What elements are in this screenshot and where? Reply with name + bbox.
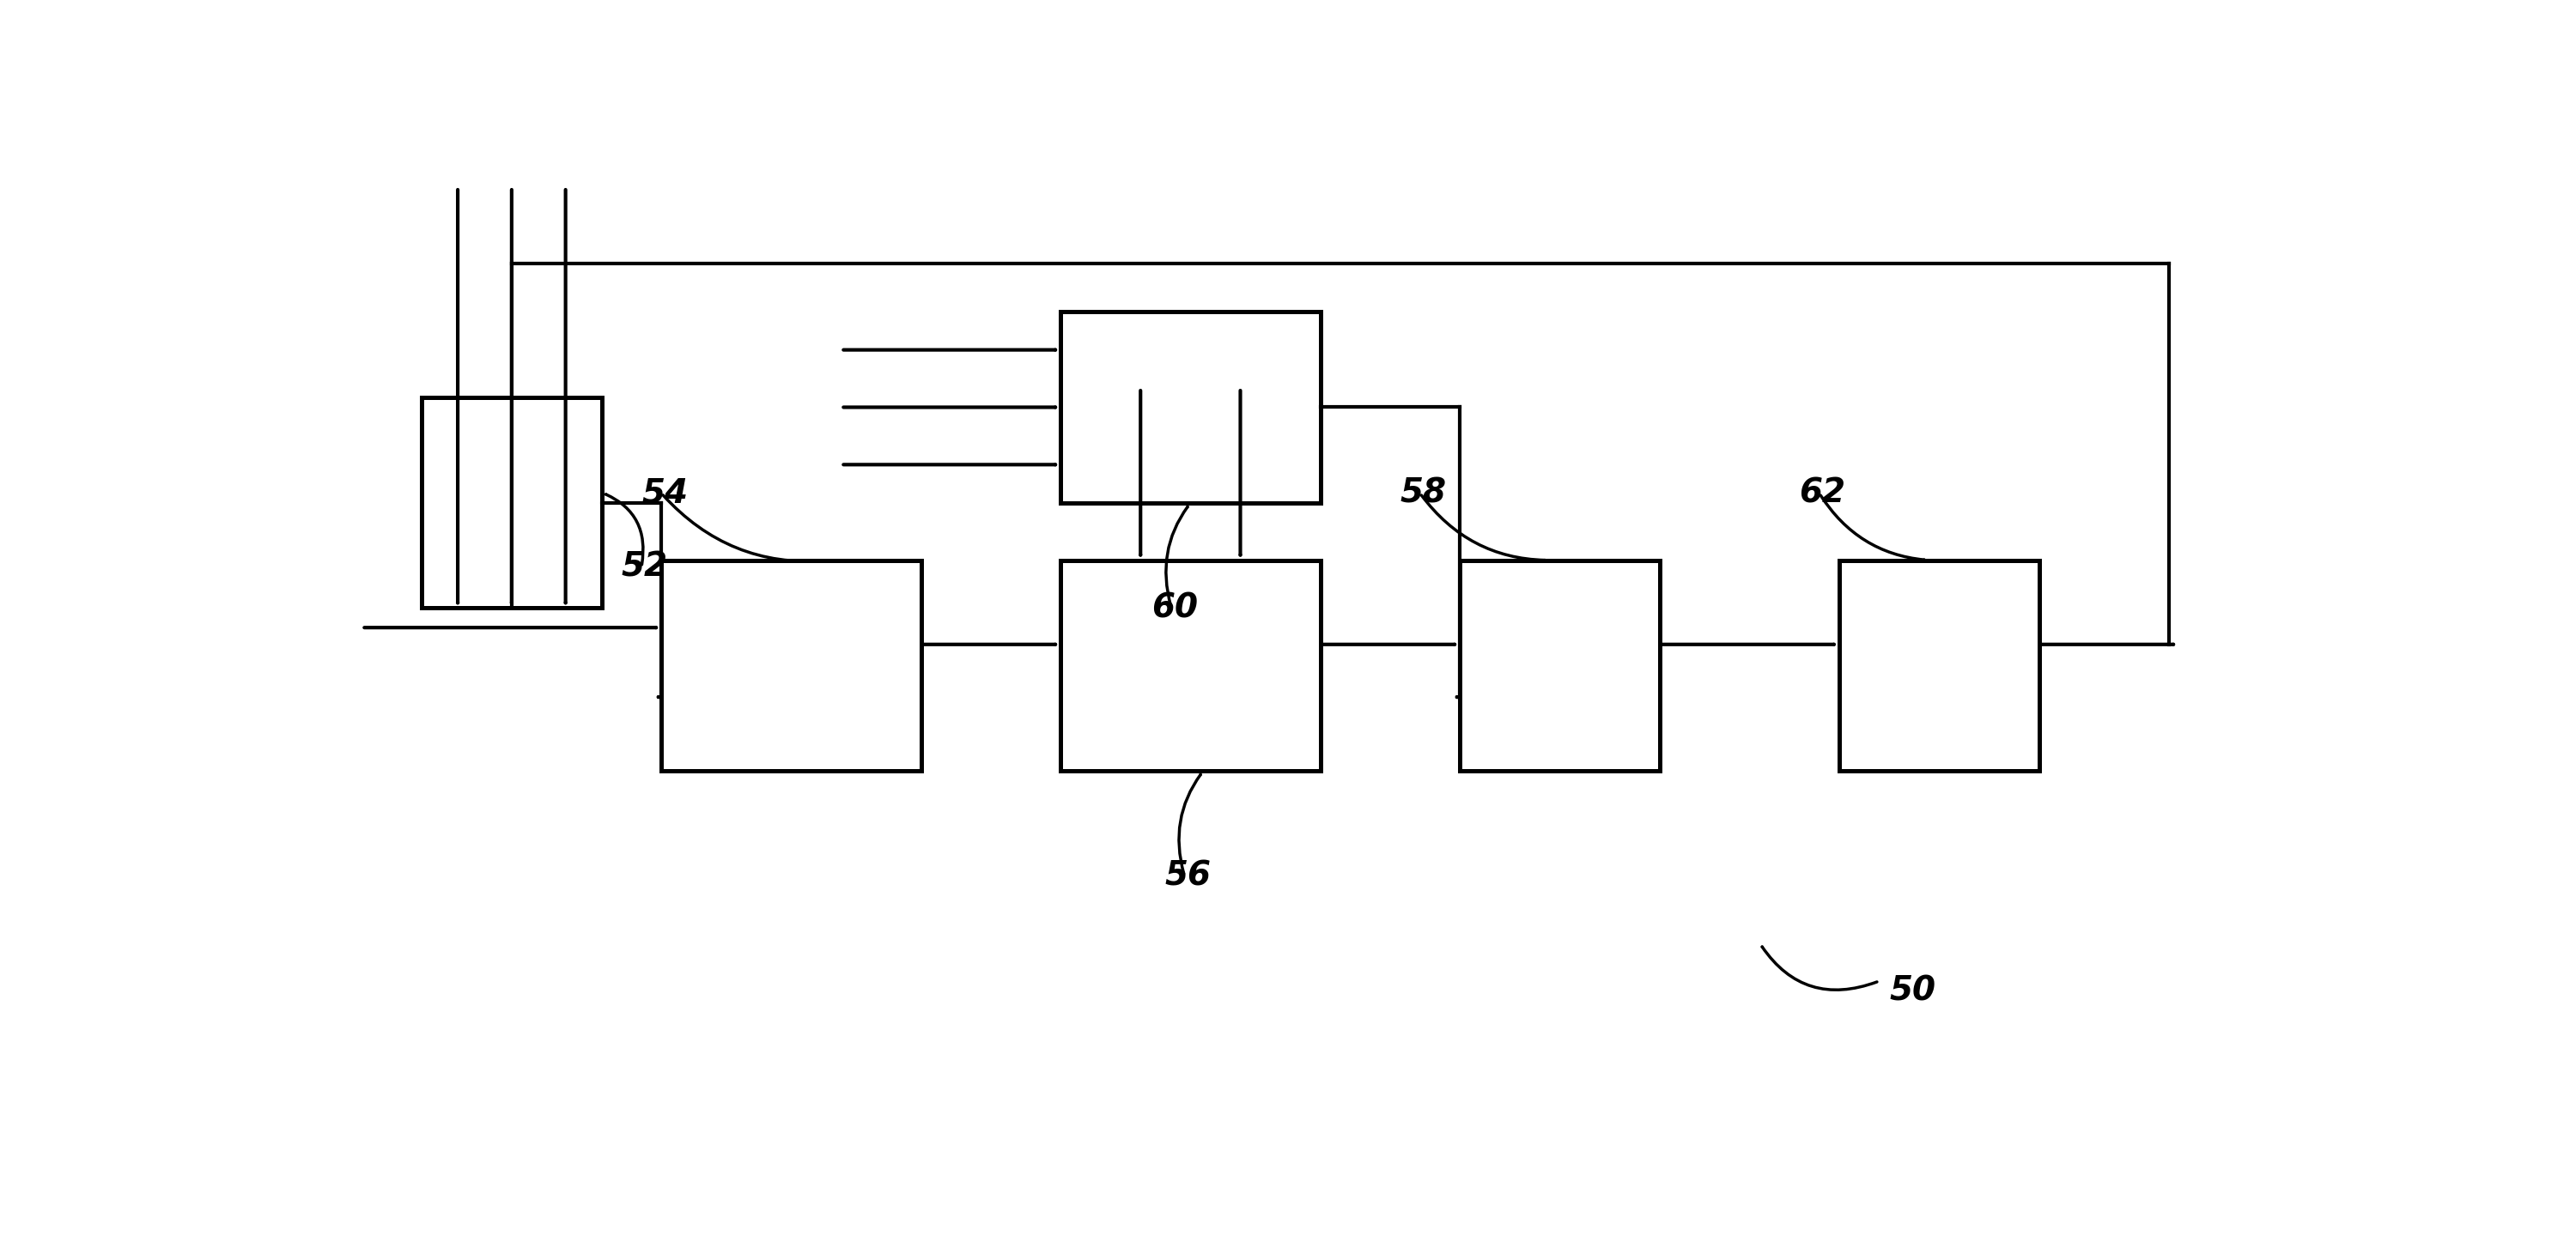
Bar: [1461, 560, 1659, 770]
Text: 54: 54: [641, 477, 688, 509]
Bar: [1061, 312, 1319, 503]
Bar: [422, 397, 600, 609]
Text: 56: 56: [1164, 859, 1211, 892]
Bar: [662, 560, 922, 770]
Text: 60: 60: [1151, 592, 1198, 625]
Bar: [1061, 560, 1319, 770]
Text: 62: 62: [1798, 477, 1844, 509]
Bar: [1839, 560, 2040, 770]
Text: 58: 58: [1399, 477, 1445, 509]
Text: 52: 52: [621, 550, 667, 584]
Text: 50: 50: [1888, 975, 1935, 1007]
